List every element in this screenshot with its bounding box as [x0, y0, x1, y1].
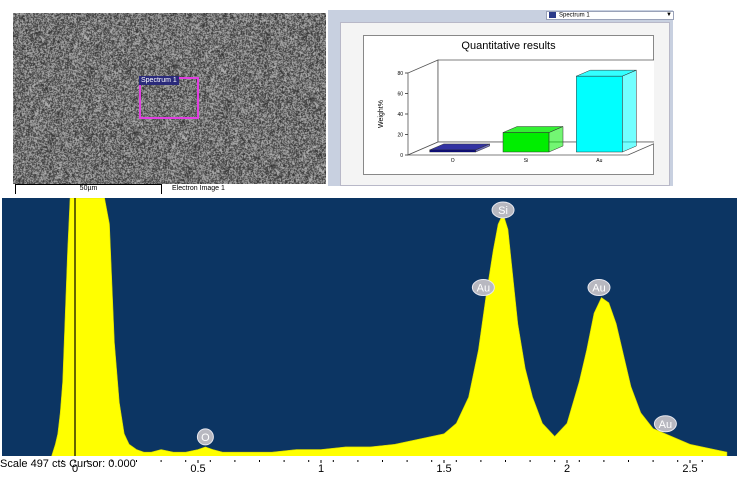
quant-bar-front-au: [576, 75, 623, 153]
quant-y-tick-label: 20: [397, 133, 403, 139]
electron-image-footer: [13, 184, 326, 196]
peak-label-au-4: Au: [659, 419, 672, 431]
peak-label-badge-0: [196, 428, 214, 446]
status-line: Scale 497 cts Cursor: 0.000: [0, 458, 136, 470]
electron-image[interactable]: [13, 13, 326, 184]
quant-category-label-au: Au: [596, 158, 602, 164]
quant-y-tick-label: 40: [397, 112, 403, 118]
eds-spectrum-chart[interactable]: O Au Si Au Au: [2, 198, 737, 456]
peak-label-badge-4: [653, 415, 677, 433]
quant-y-tick-label: 0: [400, 153, 403, 159]
spectrum-x-tick-label: 1.5: [436, 463, 451, 475]
spectrum-x-tick-label: 0: [72, 463, 78, 475]
spectrum-x-tick-label: 1: [318, 463, 324, 475]
peak-label-au-3: Au: [592, 283, 605, 295]
peak-label-badge-3: [587, 279, 611, 297]
spectrum-select[interactable]: Spectrum 1 ▼: [546, 11, 674, 20]
peak-label-si-2: Si: [498, 205, 508, 217]
quant-bar-side-si: [548, 126, 564, 153]
peak-label-o-0: O: [201, 432, 210, 444]
spectrum-x-tick-label: 2.5: [682, 463, 697, 475]
electron-image-noise: [13, 13, 326, 184]
quant-y-tick-label: 80: [397, 71, 403, 77]
chevron-down-icon[interactable]: ▼: [666, 12, 672, 18]
peak-label-au-1: Au: [477, 283, 490, 295]
quant-bar-side-o: [475, 143, 490, 153]
spectrum-x-tick-label: 2: [564, 463, 570, 475]
scale-bar-label: 50µm: [79, 185, 98, 192]
scale-bar: [15, 184, 162, 194]
peak-label-badge-2: [491, 201, 515, 219]
spectrum-icon: [549, 12, 556, 18]
spectrum-x-axis: 0 0.5 1 1.5 2 2.5: [62, 460, 703, 475]
spectrum-roi-label: Spectrum 1: [139, 76, 179, 85]
electron-image-label: Electron Image 1: [172, 185, 225, 192]
quant-bar-side-au: [622, 69, 637, 153]
quant-y-tick-label: 60: [397, 92, 403, 98]
spectrum-x-tick-label: 0.5: [190, 463, 205, 475]
quant-chart-title: Quantitative results: [461, 40, 556, 52]
quant-side-wall: [407, 59, 439, 156]
quant-bar-front-si: [502, 132, 550, 153]
peak-label-badge-1: [471, 279, 495, 297]
spectrum-select-value: Spectrum 1: [559, 12, 590, 19]
quant-category-label-si: Si: [524, 158, 528, 164]
quant-bar-chart: 0 20 40 60 80 Weight% O Si Au: [378, 59, 654, 164]
quant-category-label-o: O: [451, 158, 455, 164]
quant-y-axis-label: Weight%: [378, 100, 385, 128]
spectrum-area: [51, 198, 728, 456]
quant-bar-front-o: [429, 149, 476, 153]
